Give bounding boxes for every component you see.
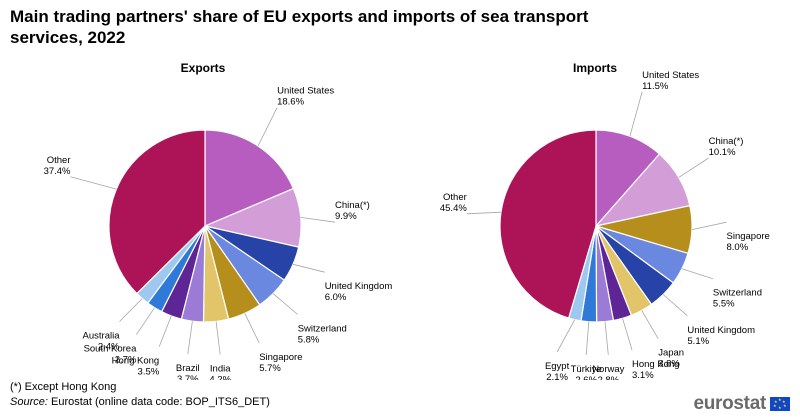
- imports-label-china: China(*): [709, 136, 744, 147]
- exports-label-india: India: [210, 364, 231, 375]
- imports-value-egypt: 2.1%: [546, 372, 568, 380]
- chart-title: Main trading partners' share of EU expor…: [10, 7, 589, 47]
- exports-value-south-korea: 2.7%: [115, 355, 137, 366]
- exports-leader-hong-kong: [158, 315, 172, 347]
- exports-label-switzerland: Switzerland: [298, 324, 347, 335]
- eurostat-logo[interactable]: eurostat ★ ★ ★ ★ ★ ★: [693, 394, 790, 414]
- imports-value-hong-kong: 3.1%: [632, 370, 654, 380]
- exports-leader-china: [300, 217, 336, 223]
- imports-label-other: Other: [443, 192, 467, 203]
- footnote: (*) Except Hong Kong: [10, 381, 117, 393]
- exports-leader-united-kingdom: [292, 263, 325, 273]
- imports-value-singapore: 8.0%: [727, 242, 749, 253]
- imports-label-hong-kong: Hong Kong: [632, 359, 680, 370]
- imports-value-norway: 2.8%: [597, 375, 619, 380]
- exports-label-united-kingdom: United Kingdom: [325, 281, 393, 292]
- exports-value-australia: 2.4%: [98, 342, 120, 353]
- eu-flag-icon: ★ ★ ★ ★ ★ ★: [770, 397, 790, 411]
- imports-leader-united-states: [629, 91, 643, 137]
- source-note: Source: Eurostat (online data code: BOP_…: [10, 396, 270, 408]
- imports-leader-switzerland: [681, 268, 714, 280]
- exports-value-brazil: 3.7%: [177, 374, 199, 380]
- exports-label-singapore: Singapore: [259, 352, 302, 363]
- logo-text: eurostat: [693, 393, 766, 414]
- imports-leader-china: [678, 157, 709, 178]
- imports-leader-singapore: [691, 221, 727, 230]
- exports-label-other: Other: [47, 155, 71, 166]
- imports-value-switzerland: 5.5%: [713, 299, 735, 310]
- exports-value-china: 9.9%: [335, 211, 357, 222]
- exports-label-brazil: Brazil: [176, 363, 200, 374]
- imports-label-t-rkiye: Türkiye: [571, 364, 602, 375]
- exports-value-india: 4.2%: [209, 375, 231, 381]
- exports-label-hong-kong: Hong Kong: [112, 356, 160, 367]
- imports-label-singapore: Singapore: [727, 231, 770, 242]
- exports-leader-singapore: [244, 313, 260, 344]
- exports-label-united-states: United States: [277, 86, 334, 97]
- imports-leader-norway: [604, 321, 609, 355]
- imports-leader-hong-kong: [622, 318, 633, 351]
- exports-leader-australia: [119, 298, 143, 322]
- imports-label-norway: Norway: [592, 364, 624, 375]
- exports-leader-brazil: [187, 321, 193, 355]
- source-text: Eurostat (online data code: BOP_ITS6_DET…: [50, 396, 270, 408]
- exports-label-china: China(*): [335, 200, 370, 211]
- imports-label-united-states: United States: [642, 70, 699, 81]
- exports-pie-title: Exports: [181, 61, 226, 75]
- source-label: Source:: [10, 396, 48, 408]
- exports-label-south-korea: South Korea: [84, 344, 138, 355]
- imports-label-united-kingdom: United Kingdom: [687, 325, 755, 336]
- imports-label-japan: Japan: [658, 348, 684, 359]
- exports-value-other: 37.4%: [44, 166, 71, 177]
- imports-pie-title: Imports: [573, 61, 617, 75]
- imports-leader-other: [466, 211, 502, 215]
- exports-label-australia: Australia: [83, 331, 121, 342]
- exports-leader-switzerland: [272, 293, 298, 315]
- imports-label-egypt: Egypt: [545, 361, 570, 372]
- imports-value-t-rkiye: 2.6%: [575, 375, 597, 380]
- imports-value-japan: 3.8%: [658, 359, 680, 370]
- imports-leader-t-rkiye: [585, 321, 590, 356]
- exports-leader-other: [70, 176, 117, 190]
- exports-value-united-states: 18.6%: [277, 97, 304, 108]
- imports-leader-united-kingdom: [662, 294, 688, 317]
- imports-value-united-states: 11.5%: [642, 81, 669, 92]
- exports-leader-india: [215, 321, 221, 355]
- imports-label-switzerland: Switzerland: [713, 288, 762, 299]
- imports-slice-united-states[interactable]: [595, 129, 661, 228]
- imports-value-china: 10.1%: [709, 147, 736, 158]
- exports-value-singapore: 5.7%: [259, 363, 281, 374]
- exports-value-hong-kong: 3.5%: [138, 367, 160, 378]
- imports-leader-egypt: [556, 319, 576, 353]
- exports-leader-south-korea: [136, 307, 155, 335]
- imports-value-other: 45.4%: [440, 203, 467, 214]
- imports-value-united-kingdom: 5.1%: [687, 336, 709, 347]
- exports-value-united-kingdom: 6.0%: [325, 292, 347, 303]
- imports-leader-japan: [641, 310, 659, 339]
- exports-leader-united-states: [257, 107, 278, 147]
- exports-value-switzerland: 5.8%: [298, 335, 320, 346]
